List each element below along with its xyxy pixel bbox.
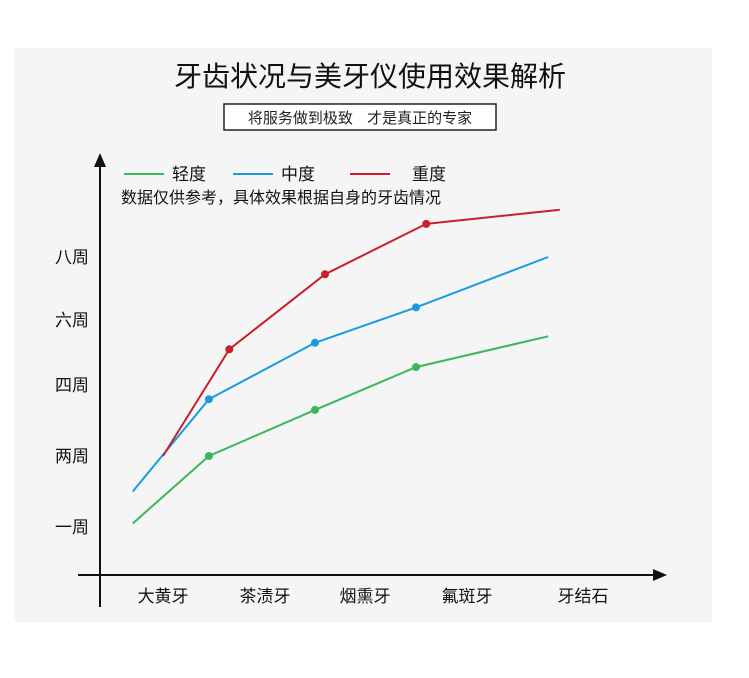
y-axis-arrow-icon: [94, 153, 106, 167]
y-tick-label: 四周: [55, 376, 89, 396]
legend-label: 轻度: [172, 165, 206, 185]
chart-note: 数据仅供参考，具体效果根据自身的牙齿情况: [121, 188, 441, 207]
series-line: [162, 208, 560, 457]
data-point: [311, 405, 319, 414]
data-point: [422, 219, 431, 228]
y-tick-label: 两周: [55, 447, 89, 467]
chart-subtitle: 将服务做到极致 才是真正的专家: [248, 109, 472, 127]
x-axis-arrow-icon: [653, 569, 667, 581]
x-tick-label: 氟斑牙: [442, 587, 493, 607]
subtitle-box: [223, 103, 497, 131]
chart-background: [14, 48, 712, 622]
data-point: [412, 363, 420, 372]
data-point: [321, 270, 329, 279]
series-line: [132, 335, 549, 525]
data-point: [225, 345, 234, 354]
data-point: [412, 303, 420, 312]
x-tick-label: 茶渍牙: [240, 587, 291, 607]
data-point: [204, 395, 213, 404]
axes: [78, 153, 667, 607]
series-line: [131, 256, 549, 493]
series-layer: [131, 208, 560, 525]
y-tick-label: 八周: [55, 248, 89, 268]
data-point: [204, 452, 213, 460]
data-point: [311, 338, 319, 347]
x-tick-label: 烟熏牙: [340, 587, 391, 607]
x-tick-label: 大黄牙: [138, 587, 189, 607]
legend: 轻度 中度 重度: [124, 165, 446, 185]
legend-label: 重度: [412, 165, 446, 185]
legend-label: 中度: [281, 165, 315, 185]
x-tick-label: 牙结石: [558, 587, 609, 607]
y-tick-label: 一周: [55, 518, 89, 538]
y-tick-label: 六周: [55, 311, 89, 331]
chart-title: 牙齿状况与美牙仪使用效果解析: [174, 60, 566, 93]
